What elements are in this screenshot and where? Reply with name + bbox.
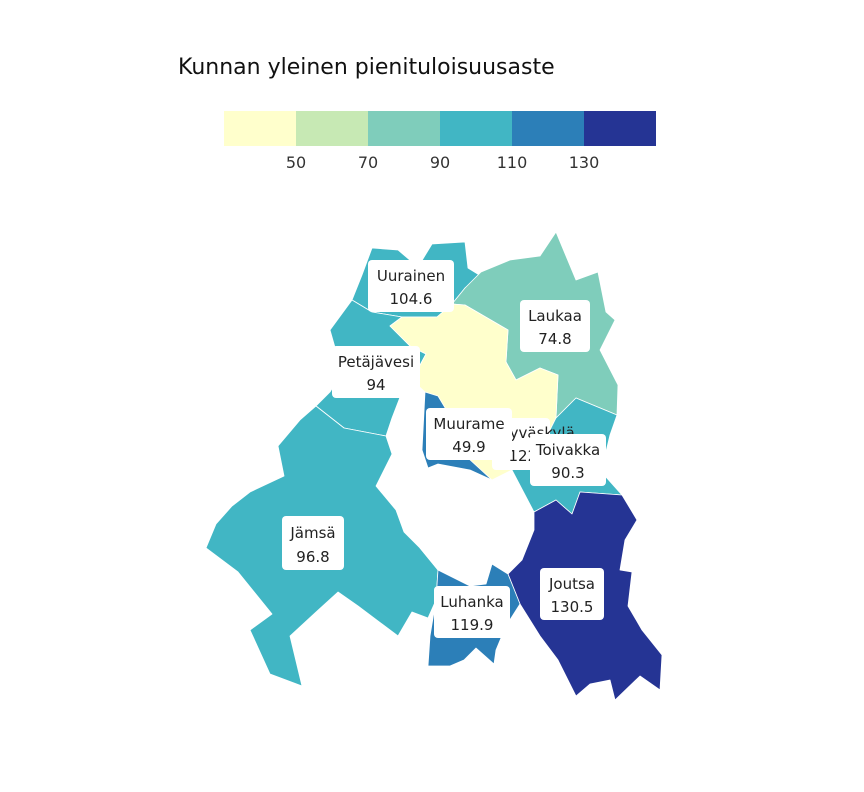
legend-swatch-2 <box>296 111 368 146</box>
region-label: Joutsa 130.5 <box>540 568 604 620</box>
region-label: Uurainen 104.6 <box>368 260 454 312</box>
legend-tick: 130 <box>568 153 600 172</box>
label-name: Petäjävesi <box>338 353 414 371</box>
region-label: Laukaa 74.8 <box>520 300 590 352</box>
label-value: 74.8 <box>538 330 571 348</box>
label-name: Laukaa <box>528 307 582 325</box>
label-name: Jämsä <box>289 524 335 542</box>
color-legend <box>224 111 656 146</box>
region-label: Luhanka 119.9 <box>434 586 510 638</box>
map-title: Kunnan yleinen pienituloisuusaste <box>178 55 555 80</box>
label-value: 130.5 <box>551 598 594 616</box>
label-value: 119.9 <box>451 616 494 634</box>
legend-swatch-4 <box>440 111 512 146</box>
label-name: Toivakka <box>535 441 600 459</box>
region-label: Toivakka 90.3 <box>530 434 606 486</box>
label-value: 49.9 <box>452 438 485 456</box>
label-name: Uurainen <box>377 267 445 285</box>
label-value: 94 <box>366 376 385 394</box>
legend-swatch-6 <box>584 111 656 146</box>
legend-swatch-3 <box>368 111 440 146</box>
region-label: Muurame 49.9 <box>426 408 512 460</box>
label-value: 90.3 <box>551 464 584 482</box>
legend-tick: 70 <box>357 153 379 172</box>
label-value: 104.6 <box>390 290 433 308</box>
label-name: Joutsa <box>548 575 595 593</box>
label-value: 96.8 <box>296 548 329 566</box>
legend-swatch-5 <box>512 111 584 146</box>
region-label: Jämsä 96.8 <box>282 516 344 570</box>
legend-tick: 90 <box>429 153 451 172</box>
legend-tick: 110 <box>496 153 528 172</box>
legend-tick: 50 <box>285 153 307 172</box>
legend-swatch-1 <box>224 111 296 146</box>
label-name: Luhanka <box>440 593 503 611</box>
region-label: Petäjävesi 94 <box>332 346 420 398</box>
label-name: Muurame <box>433 415 504 433</box>
